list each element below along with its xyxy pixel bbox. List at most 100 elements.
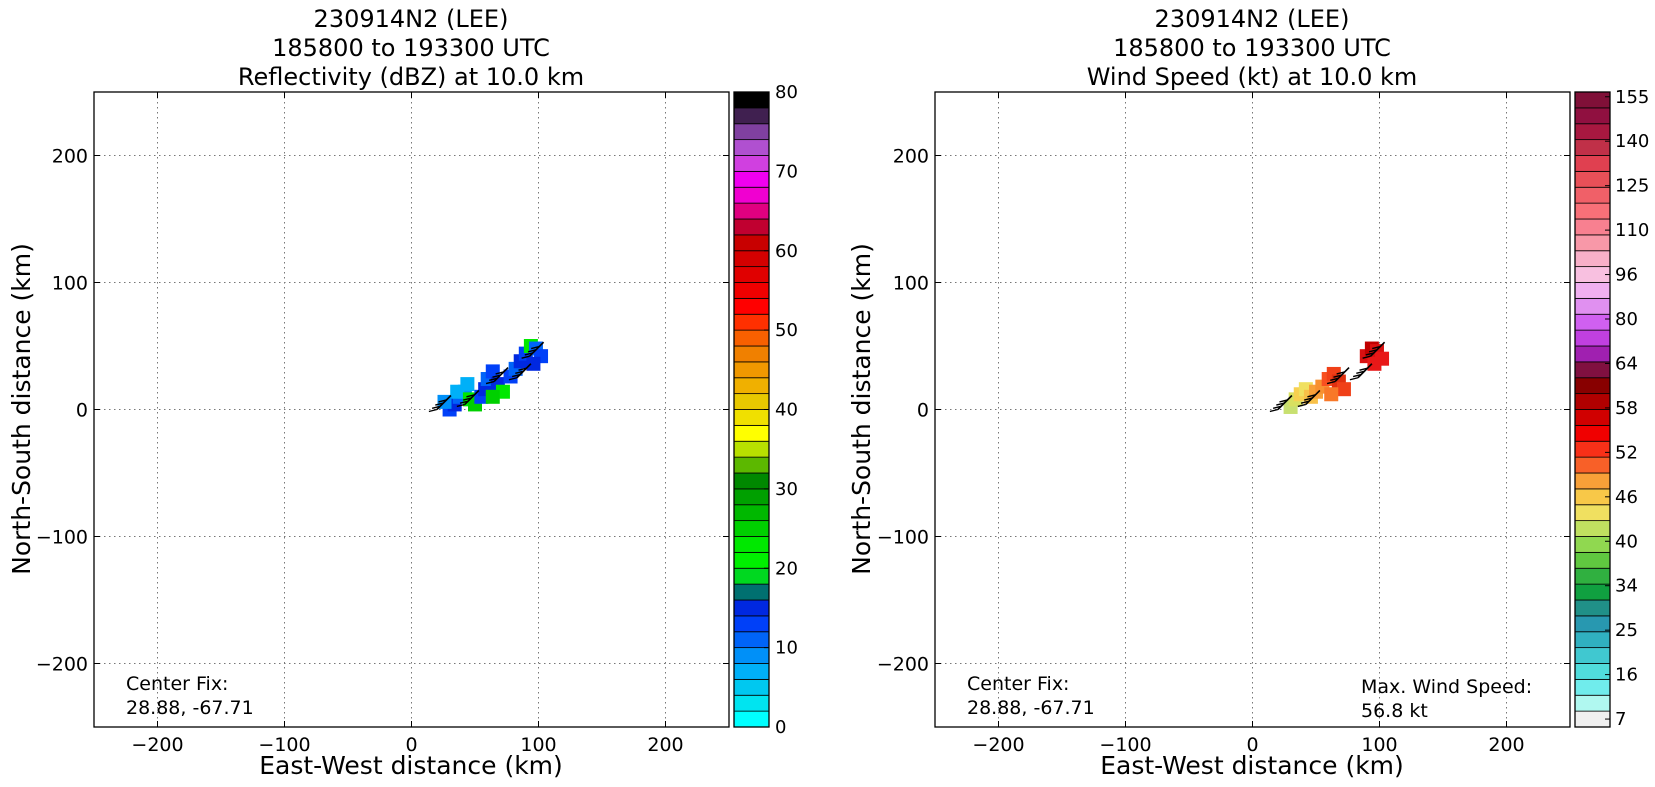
colorbar-segment <box>733 123 770 141</box>
colorbar-segment <box>733 663 770 680</box>
colorbar-segment <box>1574 663 1611 680</box>
colorbar-segment <box>1574 329 1611 347</box>
left-title-line-1: 230914N2 (LEE) <box>314 5 509 33</box>
colorbar-tick-label: 40 <box>775 400 798 421</box>
left-center-fix-label: Center Fix: <box>126 673 228 695</box>
colorbar-segment <box>733 631 770 649</box>
x-tick-label: −200 <box>131 734 183 756</box>
colorbar-segment <box>733 567 770 585</box>
right-title-line-2: 185800 to 193300 UTC <box>1113 34 1391 62</box>
colorbar-segment <box>1574 456 1611 474</box>
colorbar-segment <box>733 488 770 506</box>
wind-barb-feather <box>456 403 466 408</box>
field-cell <box>1367 356 1382 371</box>
colorbar-segment <box>1574 583 1611 601</box>
wind-barb-feather <box>1300 400 1310 404</box>
wind-barb-feather <box>527 349 537 353</box>
wind-barb-feather <box>1359 367 1368 371</box>
colorbar-tick-label: 58 <box>1615 398 1638 419</box>
wind-barb-feather <box>1336 371 1345 375</box>
colorbar-segment <box>1574 631 1611 649</box>
colorbar-tick-label: 40 <box>1615 531 1638 552</box>
wind-barb-feather <box>1365 352 1374 356</box>
colorbar-tick-label: 80 <box>1615 309 1638 330</box>
colorbar-tick-label: 16 <box>1615 665 1638 686</box>
wind-barb-feather <box>511 373 521 378</box>
colorbar-tick-label: 60 <box>775 241 798 262</box>
left-x-axis-label: East-West distance (km) <box>259 751 563 780</box>
colorbar-segment <box>1574 186 1611 204</box>
colorbar-segment <box>733 520 770 537</box>
colorbar-tick-label: 46 <box>1615 487 1638 508</box>
colorbar-segment <box>733 170 770 188</box>
colorbar-segment <box>733 599 770 617</box>
colorbar-segment <box>733 361 770 379</box>
colorbar-segment <box>733 250 770 268</box>
right-x-axis-ticks: −200 −100 0 100 200 <box>972 92 1525 756</box>
wind-barb-feather <box>1272 405 1282 409</box>
wind-barb-feather <box>531 345 540 350</box>
colorbar-segment <box>733 472 770 490</box>
colorbar-segment <box>1574 155 1611 172</box>
wind-barb-feather <box>1279 399 1288 403</box>
colorbar-tick-label: 25 <box>1615 620 1638 641</box>
colorbar-tick-label: 110 <box>1615 220 1649 241</box>
y-tick-label: 100 <box>52 273 88 295</box>
colorbar-segment <box>733 282 770 299</box>
wind-barb-feather <box>466 394 475 398</box>
right-center-fix-label: Center Fix: <box>967 673 1069 695</box>
colorbar-segment <box>733 139 770 156</box>
colorbar-segment <box>733 329 770 347</box>
colorbar-segment <box>733 615 770 633</box>
colorbar-segment <box>1574 647 1611 664</box>
colorbar-segment <box>733 409 770 426</box>
colorbar-segment <box>733 393 770 410</box>
wind-barb-feather <box>431 405 441 409</box>
wind-barb-feather <box>438 399 447 403</box>
colorbar-tick-label: 70 <box>775 161 798 182</box>
colorbar-tick-label: 155 <box>1615 87 1649 108</box>
colorbar-tick-label: 0 <box>775 717 786 738</box>
right-colorbar: 7 16 25 34 40 46 52 58 64 80 96 110 125 140 155 <box>1574 87 1649 730</box>
colorbar-segment <box>1574 91 1611 109</box>
x-tick-label: −100 <box>1099 734 1151 756</box>
colorbar-tick-label: 10 <box>775 638 798 659</box>
colorbar-segment <box>733 583 770 601</box>
colorbar-segment <box>1574 710 1611 728</box>
wind-barb-feather <box>508 377 518 381</box>
wind-barb-feather <box>1269 408 1279 413</box>
colorbar-segment <box>1574 440 1611 458</box>
colorbar-segment <box>733 107 770 125</box>
left-center-fix-value: 28.88, -67.71 <box>126 697 254 719</box>
colorbar-segment <box>1574 345 1611 363</box>
left-y-axis-label: North-South distance (km) <box>7 243 36 575</box>
colorbar-segment <box>1574 393 1611 410</box>
wind-barb-feather <box>492 374 501 378</box>
colorbar-segment <box>1574 218 1611 236</box>
colorbar-segment <box>1574 567 1611 585</box>
colorbar-tick-label: 50 <box>775 320 798 341</box>
colorbar-segment <box>1574 234 1611 252</box>
colorbar-segment <box>733 186 770 204</box>
colorbar-segment <box>733 440 770 458</box>
y-tick-label: −200 <box>36 654 88 676</box>
wind-barb-feather <box>435 402 444 406</box>
colorbar-segment <box>1574 694 1611 712</box>
left-y-axis-ticks: −200 −100 0 100 200 <box>36 146 729 676</box>
colorbar-tick-label: 80 <box>775 82 798 103</box>
colorbar-segment <box>733 297 770 315</box>
y-tick-label: 0 <box>917 400 929 422</box>
left-panel: 230914N2 (LEE) 185800 to 193300 UTC Refl… <box>7 5 798 780</box>
wind-barb-feather <box>1362 355 1371 359</box>
field-cell <box>1324 387 1339 402</box>
y-tick-label: −200 <box>877 654 929 676</box>
colorbar-segment <box>733 424 770 442</box>
x-tick-label: 100 <box>1361 734 1397 756</box>
colorbar-segment <box>733 155 770 172</box>
wind-barb-feather <box>428 408 438 413</box>
wind-barb-feather <box>463 397 472 401</box>
colorbar-segment <box>1574 297 1611 315</box>
wind-barb-feather <box>1276 402 1285 406</box>
colorbar-segment <box>733 266 770 283</box>
